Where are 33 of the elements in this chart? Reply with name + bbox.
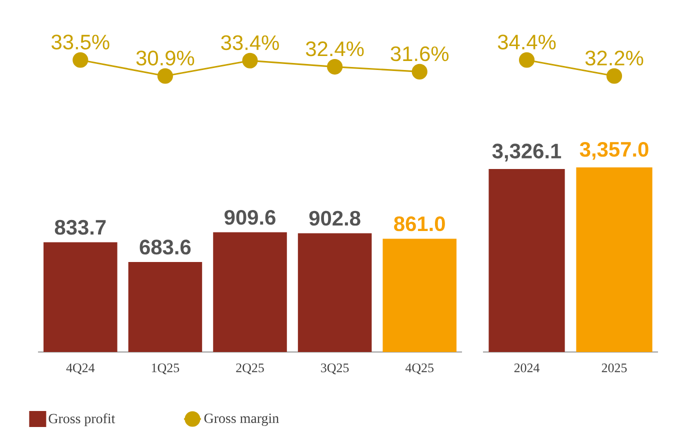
data-label: 32.4% — [306, 41, 364, 56]
data-label: 683.6 — [140, 240, 191, 255]
data-label: 32.2% — [585, 50, 644, 66]
x-tick-label: 4Q25 — [405, 364, 434, 374]
bar — [213, 232, 287, 352]
data-label: 3,357.0 — [580, 142, 648, 160]
data-label: 31.6% — [390, 46, 449, 62]
x-tick-label: 2025 — [602, 364, 627, 372]
x-tick-label: 2Q25 — [236, 364, 264, 374]
point — [157, 68, 174, 84]
point — [242, 52, 258, 68]
data-label: 33.5% — [52, 34, 110, 50]
x-tick-label: 1Q25 — [152, 364, 180, 374]
data-label: 33.4% — [221, 35, 279, 50]
bar — [44, 242, 118, 352]
data-label: 909.6 — [224, 210, 276, 225]
data-label: 833.7 — [54, 220, 106, 235]
legend-label: Gross margin — [204, 414, 279, 426]
legend-label: Gross profit — [48, 413, 116, 426]
data-label: 34.4% — [498, 34, 556, 50]
bar — [298, 233, 372, 352]
data-label: 3,326.1 — [492, 144, 562, 162]
point — [72, 52, 88, 68]
data-label: 861.0 — [394, 216, 445, 232]
x-tick-label: 3Q25 — [321, 364, 349, 374]
point — [327, 58, 343, 75]
x-tick-label: 4Q24 — [66, 364, 95, 374]
x-tick-label: 2024 — [514, 364, 540, 372]
data-label: 902.8 — [309, 210, 360, 226]
bar — [128, 262, 202, 352]
data-label: 30.9% — [136, 50, 194, 66]
point — [412, 64, 428, 80]
bar — [382, 238, 456, 352]
